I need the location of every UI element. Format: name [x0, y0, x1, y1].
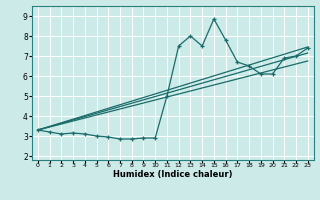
X-axis label: Humidex (Indice chaleur): Humidex (Indice chaleur) [113, 170, 233, 179]
